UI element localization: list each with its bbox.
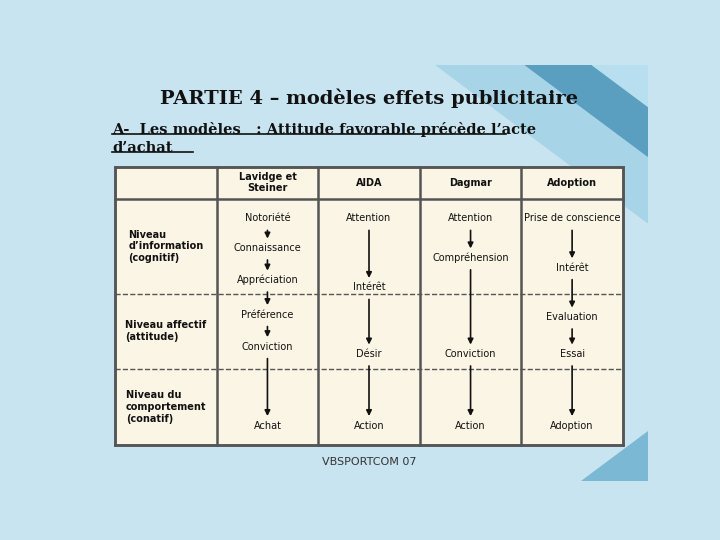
Polygon shape [436, 65, 648, 223]
Text: Compréhension: Compréhension [432, 253, 509, 263]
Text: Prise de conscience: Prise de conscience [524, 213, 621, 224]
Text: Essai: Essai [559, 349, 585, 359]
Text: Préférence: Préférence [241, 309, 294, 320]
Text: Evaluation: Evaluation [546, 312, 598, 322]
Text: Notoriété: Notoriété [245, 213, 290, 224]
Text: Niveau affectif
(attitude): Niveau affectif (attitude) [125, 320, 207, 342]
Text: Attention: Attention [448, 213, 493, 224]
Polygon shape [526, 65, 648, 156]
Text: VBSPORTCOM 07: VBSPORTCOM 07 [322, 457, 416, 467]
Text: Attention: Attention [346, 213, 392, 224]
Text: Désir: Désir [356, 349, 382, 359]
Text: AIDA: AIDA [356, 178, 382, 188]
Text: Niveau
d’information
(cognitif): Niveau d’information (cognitif) [128, 230, 204, 263]
Text: d’achat: d’achat [112, 141, 173, 155]
Text: Conviction: Conviction [242, 342, 293, 352]
Text: Niveau du
comportement
(conatif): Niveau du comportement (conatif) [125, 390, 206, 424]
Text: A-  Les modèles   : Attitude favorable précède l’acte: A- Les modèles : Attitude favorable préc… [112, 122, 536, 137]
Text: Adoption: Adoption [547, 178, 597, 188]
Text: Adoption: Adoption [550, 421, 594, 430]
Bar [115, 167, 623, 446]
Text: Connaissance: Connaissance [233, 243, 301, 253]
Text: Action: Action [455, 421, 486, 430]
Text: Appréciation: Appréciation [237, 275, 298, 285]
Text: Intérêt: Intérêt [353, 282, 385, 293]
Text: Conviction: Conviction [445, 349, 496, 359]
Polygon shape [593, 65, 648, 106]
Polygon shape [581, 431, 648, 481]
Text: Action: Action [354, 421, 384, 430]
Text: PARTIE 4 – modèles effets publicitaire: PARTIE 4 – modèles effets publicitaire [160, 89, 578, 108]
Text: Achat: Achat [253, 421, 282, 430]
Text: Dagmar: Dagmar [449, 178, 492, 188]
Text: Lavidge et
Steiner: Lavidge et Steiner [238, 172, 297, 193]
Text: Intérêt: Intérêt [556, 263, 588, 273]
